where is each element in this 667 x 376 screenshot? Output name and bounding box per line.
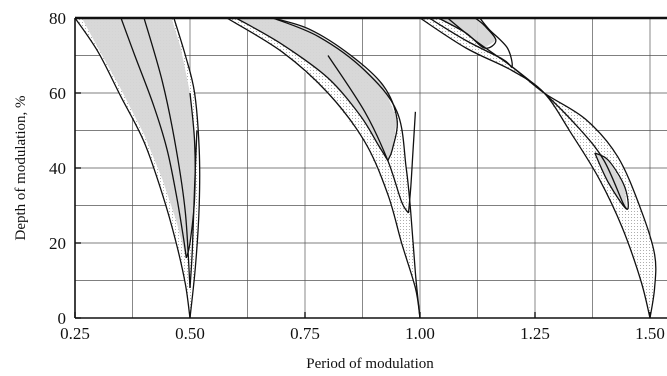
curve-10: [272, 18, 398, 161]
y-tick-label: 60: [49, 84, 66, 103]
y-tick-label: 20: [49, 234, 66, 253]
x-tick-label: 0.75: [290, 324, 320, 343]
curve-15: [438, 18, 497, 49]
curves: [75, 18, 657, 318]
curve-1: [75, 18, 191, 318]
y-tick-label: 40: [49, 159, 66, 178]
curve-12: [407, 111, 417, 214]
curve-9: [235, 18, 389, 161]
curve-3: [120, 18, 187, 259]
y-tick-label: 80: [49, 9, 66, 28]
x-tick-label: 0.25: [60, 324, 90, 343]
x-tick-label: 0.50: [175, 324, 205, 343]
shaded-region-2: [81, 18, 195, 258]
x-tick-label: 1.25: [520, 324, 550, 343]
y-axis: 0 20 40 60 80: [49, 9, 81, 328]
curve-2: [173, 18, 201, 318]
x-axis: 0.25 0.50 0.75 1.00 1.25 1.50: [60, 312, 665, 343]
curve-8: [272, 18, 421, 318]
x-tick-label: 1.00: [405, 324, 435, 343]
x-axis-title: Period of modulation: [306, 356, 434, 372]
curve-7: [226, 18, 421, 318]
curve-11: [327, 55, 410, 214]
curve-14: [447, 18, 657, 318]
y-tick-label: 0: [58, 309, 67, 328]
curve-5: [143, 18, 191, 289]
x-tick-label: 1.50: [635, 324, 665, 343]
curve-18: [594, 152, 629, 210]
shaded-region-4: [236, 18, 397, 161]
curve-13: [419, 18, 651, 318]
y-axis-title: Depth of modulation, %: [13, 96, 29, 241]
curve-17: [511, 66, 628, 210]
curve-6: [189, 130, 198, 289]
